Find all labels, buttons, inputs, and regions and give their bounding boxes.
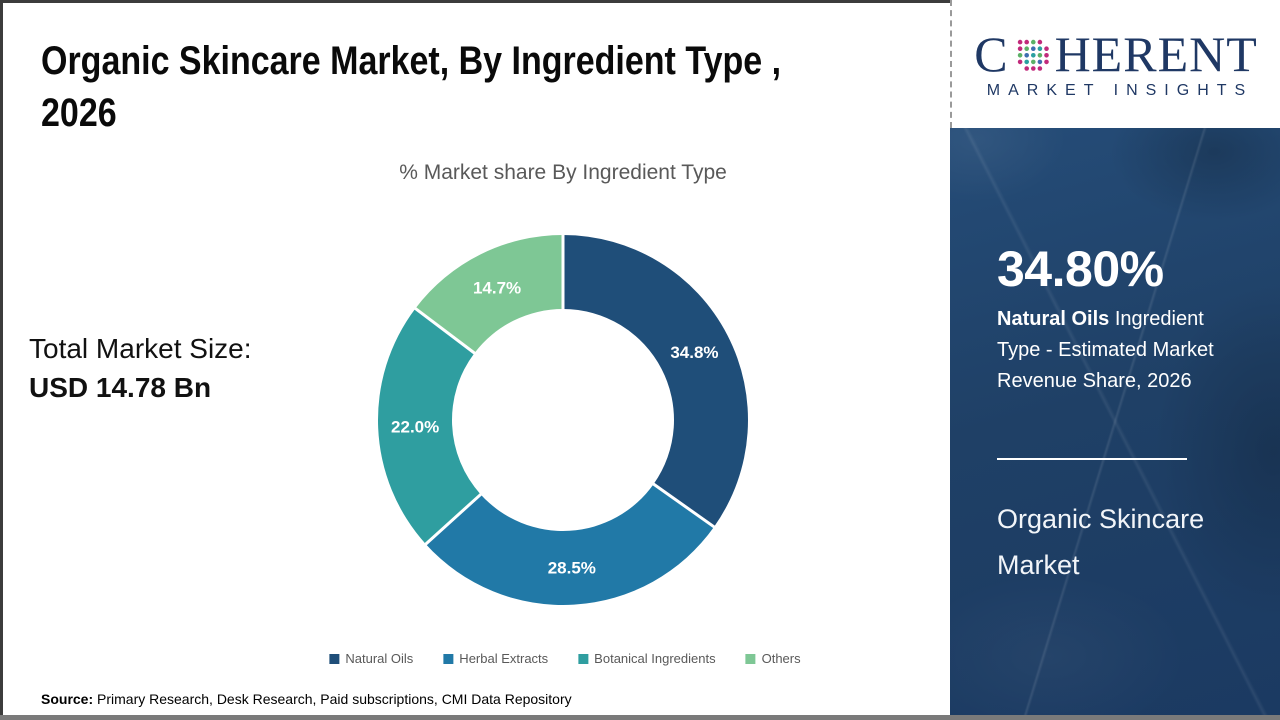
globe-dot: [1030, 52, 1036, 58]
legend-swatch-others: [745, 653, 756, 664]
chart-legend: Natural Oils Herbal Extracts Botanical Ing…: [329, 651, 801, 666]
globe-dot: [1030, 45, 1036, 51]
legend-item-herbal-extracts: Herbal Extracts: [443, 651, 548, 666]
highlight-description: Natural Oils Ingredient Type - Estimated…: [997, 304, 1249, 397]
panel-title: Organic Skincare Market: [997, 504, 1205, 581]
legend-label: Others: [761, 651, 801, 666]
globe-dot: [1043, 45, 1049, 51]
highlight-description-bold: Natural Oils: [997, 308, 1110, 330]
total-market-value: USD 14.78 Bn: [29, 372, 212, 404]
page-title: Organic Skincare Market, By Ingredient T…: [41, 35, 781, 139]
total-market-size: Total Market Size: USD 14.78 Bn: [29, 329, 252, 407]
globe-dot: [1023, 39, 1029, 44]
chart-title: % Market share By Ingredient Type: [399, 161, 727, 184]
highlight-value: 34.80%: [997, 241, 1164, 297]
legend-swatch-botanical-ingredients: [578, 653, 589, 664]
side-panel: C HERENT MARKET INSIGHTS 34.80% Natural …: [950, 0, 1280, 715]
source-label: Source:: [41, 691, 94, 707]
pie-slice-label-botanical-ingredients: 22.0%: [391, 418, 439, 437]
globe-dot: [1037, 65, 1042, 71]
legend-label: Botanical Ingredients: [594, 651, 716, 666]
pie-slice-natural-oils: [563, 235, 748, 527]
chart-area: Organic Skincare Market, By Ingredient T…: [0, 0, 950, 715]
legend-item-natural-oils: Natural Oils: [329, 651, 413, 666]
source-note: Source: Primary Research, Desk Research,…: [41, 691, 572, 707]
brand-wordmark: C HERENT: [974, 29, 1258, 79]
globe-dot: [1017, 45, 1022, 51]
pie-slice-others: [415, 235, 563, 354]
globe-dot: [1017, 59, 1022, 64]
bottom-bar: [0, 715, 1280, 720]
total-market-label: Total Market Size:: [29, 333, 252, 364]
page-title-line2: 2026: [41, 91, 117, 135]
legend-item-others: Others: [745, 651, 801, 666]
brand-logo: C HERENT MARKET INSIGHTS: [950, 0, 1280, 128]
pie-slice-botanical-ingredients: [378, 308, 481, 545]
brand-letter-c: C: [974, 25, 1009, 82]
source-text: Primary Research, Desk Research, Paid su…: [93, 691, 572, 707]
globe-dot: [1023, 52, 1029, 58]
globe-dot: [1037, 45, 1042, 51]
brand-letters: HERENT: [1054, 25, 1258, 82]
globe-dot: [1030, 39, 1036, 44]
slice-separator: [422, 491, 484, 548]
highlight-description-rest: Ingredient Type - Estimated Market Reven…: [997, 308, 1214, 392]
brand-tagline: MARKET INSIGHTS: [986, 81, 1254, 99]
pie-slice-label-herbal-extracts: 28.5%: [548, 559, 596, 578]
donut-chart: 34.8% 28.5% 22.0% 14.7%: [378, 232, 748, 605]
legend-label: Herbal Extracts: [459, 651, 549, 666]
globe-dot: [1023, 59, 1029, 64]
legend-item-botanical-ingredients: Botanical Ingredients: [578, 651, 716, 666]
globe-dot: [1043, 52, 1049, 58]
globe-dot: [1017, 52, 1022, 58]
globe-dot: [1037, 39, 1042, 44]
pie-slice-label-others: 14.7%: [473, 279, 521, 298]
legend-label: Natural Oils: [345, 651, 414, 666]
globe-dot: [1030, 59, 1036, 64]
globe-dot: [1043, 59, 1049, 64]
legend-swatch-herbal-extracts: [443, 653, 454, 664]
logo-globe-icon: [1017, 39, 1049, 71]
globe-dot: [1030, 65, 1036, 71]
globe-dot: [1023, 65, 1029, 71]
globe-dot: [1037, 59, 1042, 64]
globe-dot: [1017, 39, 1022, 44]
pie-slice-herbal-extracts: [425, 484, 715, 605]
panel-divider: [997, 458, 1187, 460]
slice-separator: [412, 305, 478, 357]
pie-slice-label-natural-oils: 34.8%: [670, 343, 718, 362]
page-title-line1: Organic Skincare Market, By Ingredient T…: [41, 39, 782, 83]
slice-separator: [650, 481, 718, 530]
legend-swatch-natural-oils: [329, 653, 340, 664]
globe-dot: [1037, 52, 1042, 58]
globe-dot: [1023, 45, 1029, 51]
